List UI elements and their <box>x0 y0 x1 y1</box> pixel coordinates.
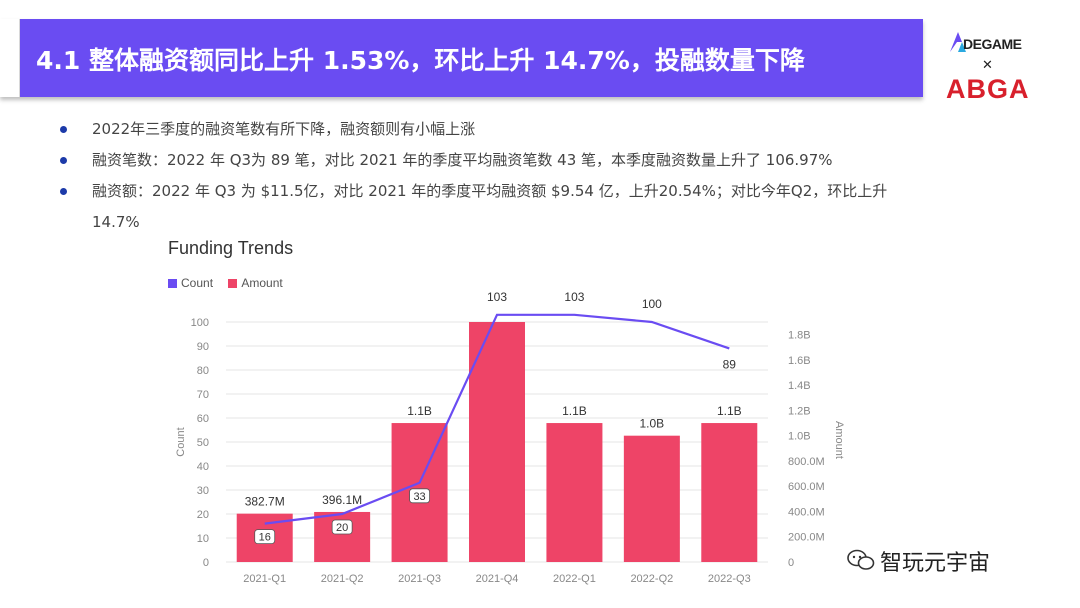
y2-axis-label: Amount <box>833 421 845 459</box>
line-data-label: 16 <box>259 532 271 544</box>
y-tick-label: 50 <box>197 437 209 449</box>
x-tick-label: 2022-Q1 <box>553 573 596 585</box>
count-series-line <box>264 313 730 525</box>
bullet-list: 2022年三季度的融资笔数有所下降，融资额则有小幅上涨 融资笔数：2022 年 … <box>60 114 1020 238</box>
line-data-label: 100 <box>642 297 662 311</box>
line-data-label: 103 <box>564 290 584 304</box>
bullet-dot-icon <box>60 126 67 133</box>
legend-swatch-count <box>168 279 177 288</box>
y-tick-label: 100 <box>191 317 209 329</box>
bar-data-label: 1.1B <box>562 404 587 418</box>
y-tick-label: 10 <box>197 533 209 545</box>
bullet-item: 融资额：2022 年 Q3 为 $11.5亿，对比 2021 年的季度平均融资额… <box>60 176 1020 238</box>
y-tick-label: 80 <box>197 365 209 377</box>
legend-item-amount[interactable]: Amount <box>228 276 283 290</box>
x-tick-label: 2022-Q2 <box>630 573 673 585</box>
y-tick-label: 30 <box>197 485 209 497</box>
y2-tick-label: 1.6B <box>788 355 811 367</box>
bullet-text: 融资笔数：2022 年 Q3为 89 笔，对比 2021 年的季度平均融资笔数 … <box>92 151 833 169</box>
degame-logo-icon <box>950 32 966 52</box>
y-tick-label: 40 <box>197 461 209 473</box>
amount-bar <box>623 435 680 562</box>
line-data-label-box <box>409 488 430 504</box>
chart-title: Funding Trends <box>168 238 294 258</box>
bullet-text-continued: 14.7% <box>92 213 140 231</box>
y-tick-label: 90 <box>197 341 209 353</box>
x-tick-label: 2022-Q3 <box>708 573 751 585</box>
y-tick-label: 0 <box>203 557 209 569</box>
legend-swatch-amount <box>228 279 238 288</box>
bullet-item: 2022年三季度的融资笔数有所下降，融资额则有小幅上涨 <box>60 114 1020 145</box>
amount-bar <box>469 322 525 562</box>
bullet-text: 2022年三季度的融资笔数有所下降，融资额则有小幅上涨 <box>92 120 476 138</box>
degame-logo-text: DEGAME <box>963 36 1022 52</box>
header-notch <box>0 19 20 97</box>
y-axis-label: Count <box>175 427 187 456</box>
bar-data-label: 382.7M <box>245 495 285 509</box>
line-data-label: 103 <box>487 290 507 304</box>
amount-bar <box>314 511 371 562</box>
header-bar <box>0 19 923 97</box>
bar-data-label: 1.1B <box>717 404 742 418</box>
legend-label: Count <box>181 276 214 290</box>
line-data-label-box <box>254 529 276 544</box>
bullet-item: 融资笔数：2022 年 Q3为 89 笔，对比 2021 年的季度平均融资笔数 … <box>60 145 1020 176</box>
amount-bar <box>701 423 758 562</box>
y2-tick-label: 1.0B <box>788 431 811 443</box>
wechat-icon <box>847 549 875 570</box>
x-tick-label: 2021-Q2 <box>321 573 364 585</box>
watermark-text: 智玩元宇宙 <box>880 551 991 576</box>
y-tick-label: 70 <box>197 389 209 401</box>
amount-bar <box>546 423 603 562</box>
line-data-label: 33 <box>413 491 425 503</box>
bullet-dot-icon <box>60 157 67 164</box>
legend-label: Amount <box>241 276 283 290</box>
abga-logo-text: ABGA <box>946 74 1030 104</box>
x-tick-label: 2021-Q3 <box>398 573 441 585</box>
y2-tick-label: 200.0M <box>788 532 825 544</box>
x-tick-label: 2021-Q1 <box>243 573 286 585</box>
bar-data-label: 1.1B <box>407 404 432 418</box>
bar-data-label: 396.1M <box>322 493 362 507</box>
chart-legend: Count Amount <box>168 276 295 290</box>
y2-tick-label: 0 <box>788 557 794 569</box>
line-data-label: 20 <box>336 522 348 534</box>
y-tick-label: 20 <box>197 509 209 521</box>
page-title: 4.1 整体融资额同比上升 1.53%，环比上升 14.7%，投融数量下降 <box>36 46 805 75</box>
y2-tick-label: 400.0M <box>788 506 825 518</box>
line-data-label: 89 <box>723 357 737 371</box>
bullet-text: 融资额：2022 年 Q3 为 $11.5亿，对比 2021 年的季度平均融资额… <box>92 182 888 200</box>
bar-data-label: 1.0B <box>640 417 665 431</box>
y2-tick-label: 1.4B <box>788 380 811 392</box>
logo-separator: ✕ <box>982 58 993 73</box>
legend-item-count[interactable]: Count <box>168 276 213 290</box>
y2-tick-label: 1.2B <box>788 405 811 417</box>
line-data-label-box <box>331 519 353 535</box>
y2-tick-label: 800.0M <box>788 456 825 468</box>
y-tick-label: 60 <box>197 413 209 425</box>
x-tick-label: 2021-Q4 <box>476 573 519 585</box>
y2-tick-label: 1.8B <box>788 330 811 342</box>
bullet-dot-icon <box>60 188 67 195</box>
y2-tick-label: 600.0M <box>788 481 825 493</box>
